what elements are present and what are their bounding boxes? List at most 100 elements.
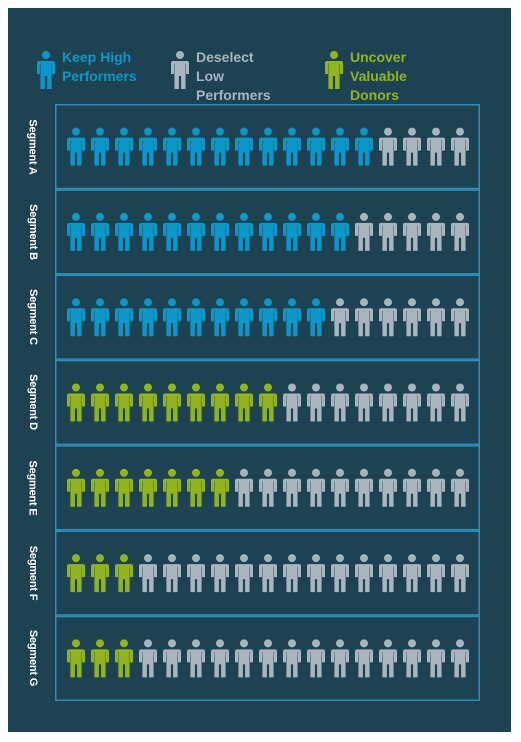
person-icon-uncover xyxy=(67,639,85,678)
person-icon-uncover xyxy=(91,554,109,593)
person-icon-deselect xyxy=(403,212,421,251)
person-icon-uncover xyxy=(91,639,109,678)
person-icon-keep xyxy=(67,212,85,251)
person-icon-keep xyxy=(235,127,253,166)
person-icon-uncover xyxy=(211,383,229,422)
person-icon-uncover xyxy=(115,554,133,593)
person-icon-keep xyxy=(283,212,301,251)
person-icon-keep xyxy=(115,298,133,337)
person-icon xyxy=(37,51,55,89)
person-icon-deselect xyxy=(451,383,469,422)
segment-label: Segment E xyxy=(18,445,48,530)
person-icon-keep xyxy=(331,212,349,251)
segment-label: Segment A xyxy=(18,104,48,189)
infographic-panel: Keep High Performers Deselect Low Perfor… xyxy=(8,8,511,732)
person-icon-keep xyxy=(259,212,277,251)
person-icon-deselect xyxy=(331,298,349,337)
person-icon-deselect xyxy=(379,468,397,507)
person-icon-deselect xyxy=(331,468,349,507)
person-icon-deselect xyxy=(331,639,349,678)
person-icon-deselect xyxy=(283,554,301,593)
person-icon-keep xyxy=(91,127,109,166)
segment-label-text: Segment D xyxy=(27,374,39,431)
person-icon-deselect xyxy=(283,468,301,507)
person-icon xyxy=(171,51,189,89)
person-icon-keep xyxy=(211,127,229,166)
segment-label-text: Segment E xyxy=(27,460,39,516)
person-icon-keep xyxy=(139,298,157,337)
person-icon-deselect xyxy=(331,554,349,593)
person-icon-deselect xyxy=(427,298,445,337)
person-icon-deselect xyxy=(139,554,157,593)
person-icon-uncover xyxy=(139,468,157,507)
person-icon-deselect xyxy=(187,639,205,678)
segment-row-box xyxy=(55,104,480,190)
person-icon-keep xyxy=(283,127,301,166)
person-icon-deselect xyxy=(307,468,325,507)
legend-label: Deselect Low Performers xyxy=(196,49,271,103)
person-icon-deselect xyxy=(283,383,301,422)
person-icon-deselect xyxy=(355,468,373,507)
segment-row-box xyxy=(55,359,480,446)
person-icon-uncover xyxy=(115,639,133,678)
person-icon-deselect xyxy=(235,468,253,507)
person-icon-deselect xyxy=(379,554,397,593)
person-icon-uncover xyxy=(67,554,85,593)
person-icon-deselect xyxy=(307,383,325,422)
segment-label: Segment F xyxy=(18,530,48,615)
person-icon-deselect xyxy=(235,554,253,593)
person-icon-deselect xyxy=(403,639,421,678)
person-icon-keep xyxy=(211,298,229,337)
person-icon-keep xyxy=(163,298,181,337)
person-icon-keep xyxy=(163,212,181,251)
person-icon-deselect xyxy=(427,212,445,251)
legend-label: Keep High Performers xyxy=(62,49,137,84)
person-icon-uncover xyxy=(115,468,133,507)
person-icon-deselect xyxy=(307,554,325,593)
person-icon-deselect xyxy=(235,639,253,678)
person-icon-uncover xyxy=(139,383,157,422)
person-icon-deselect xyxy=(355,298,373,337)
person-icon-keep xyxy=(235,298,253,337)
person-icon-deselect xyxy=(379,212,397,251)
person-icon-keep xyxy=(187,212,205,251)
person-icon-deselect xyxy=(451,639,469,678)
person-icon-keep xyxy=(235,212,253,251)
person-icon-deselect xyxy=(355,383,373,422)
person-icon-keep xyxy=(307,127,325,166)
person-icon-deselect xyxy=(451,298,469,337)
person-icon-keep xyxy=(115,127,133,166)
person-icon-deselect xyxy=(211,639,229,678)
person-icon-deselect xyxy=(307,639,325,678)
person-icon-uncover xyxy=(67,468,85,507)
person-icon-deselect xyxy=(403,127,421,166)
person-icon-keep xyxy=(307,298,325,337)
person-icon-deselect xyxy=(355,639,373,678)
person-icon-keep xyxy=(283,298,301,337)
person-icon-keep xyxy=(67,127,85,166)
segment-label: Segment G xyxy=(18,616,48,701)
segment-row-box xyxy=(55,445,480,531)
person-icon-uncover xyxy=(163,383,181,422)
person-icon xyxy=(325,51,343,89)
segment-label: Segment B xyxy=(18,189,48,274)
person-icon-deselect xyxy=(379,298,397,337)
person-icon-keep xyxy=(139,212,157,251)
person-icon-deselect xyxy=(259,554,277,593)
segment-row-box xyxy=(55,530,480,616)
segment-label: Segment D xyxy=(18,360,48,445)
person-icon-deselect xyxy=(403,383,421,422)
person-icon-keep xyxy=(91,298,109,337)
person-icon-uncover xyxy=(211,468,229,507)
person-icon-deselect xyxy=(403,468,421,507)
person-icon-deselect xyxy=(163,554,181,593)
segment-label-text: Segment C xyxy=(27,289,39,346)
person-icon-deselect xyxy=(283,639,301,678)
person-icon-deselect xyxy=(379,639,397,678)
person-icon-deselect xyxy=(427,127,445,166)
person-icon-deselect xyxy=(451,127,469,166)
person-icon-deselect xyxy=(163,639,181,678)
person-icon-keep xyxy=(259,127,277,166)
segment-row-box xyxy=(55,189,480,275)
person-icon-keep xyxy=(187,298,205,337)
